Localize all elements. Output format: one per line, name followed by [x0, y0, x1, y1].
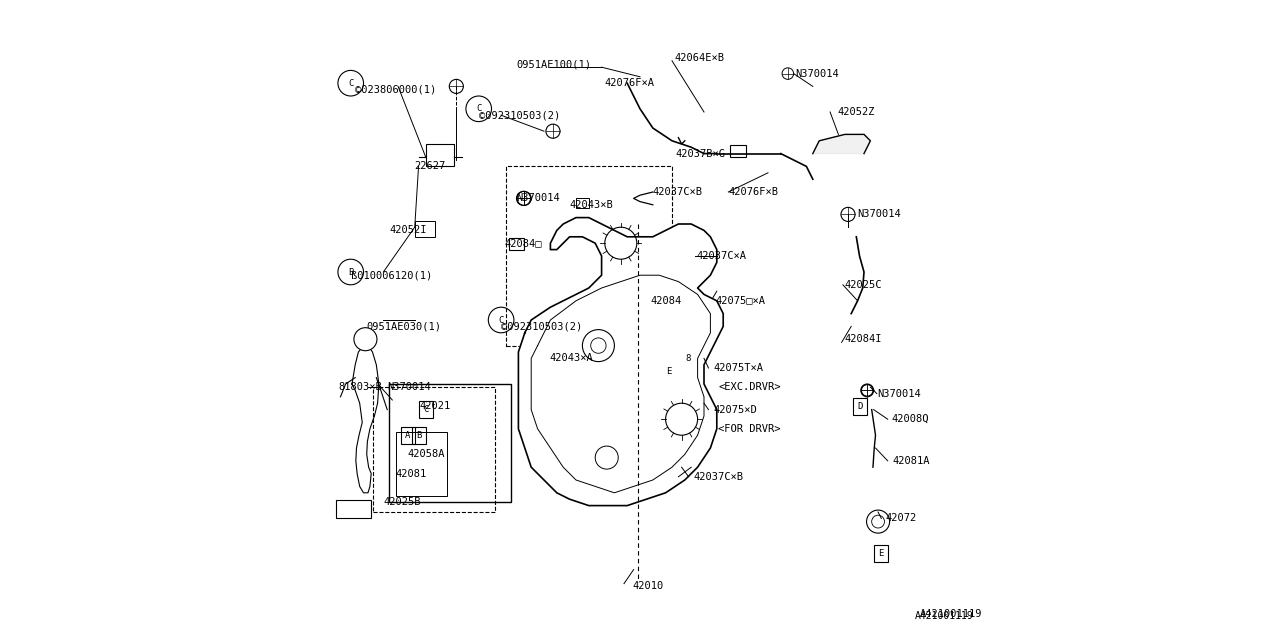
- Text: D: D: [858, 402, 863, 411]
- Text: C: C: [498, 316, 504, 324]
- Text: N370014: N370014: [517, 193, 561, 204]
- Text: ©023806000(1): ©023806000(1): [356, 84, 436, 95]
- Polygon shape: [631, 291, 645, 304]
- Text: 42052I: 42052I: [389, 225, 426, 236]
- Text: ß010006120(1): ß010006120(1): [351, 270, 431, 280]
- Text: 42075×D: 42075×D: [713, 404, 756, 415]
- Text: N370014: N370014: [795, 68, 838, 79]
- Bar: [415, 221, 435, 237]
- Bar: [419, 401, 433, 418]
- Text: 42043×B: 42043×B: [570, 200, 613, 210]
- Text: 42084I: 42084I: [845, 334, 882, 344]
- Bar: [412, 427, 426, 444]
- Bar: [401, 427, 415, 444]
- Bar: [854, 398, 868, 415]
- Text: 42084□: 42084□: [504, 238, 541, 248]
- Text: <FOR DRVR>: <FOR DRVR>: [718, 424, 781, 434]
- Text: E: E: [666, 367, 672, 376]
- Text: 42037B×G: 42037B×G: [676, 148, 726, 159]
- Text: 42010: 42010: [632, 580, 663, 591]
- Text: 8: 8: [685, 354, 691, 363]
- Text: B: B: [348, 268, 353, 276]
- Text: C: C: [476, 104, 481, 113]
- Text: 42052Z: 42052Z: [837, 107, 874, 117]
- Text: 22627: 22627: [415, 161, 445, 172]
- Text: 42043×A: 42043×A: [549, 353, 593, 364]
- Text: ©092310503(2): ©092310503(2): [479, 110, 559, 120]
- Bar: [506, 166, 672, 346]
- Text: <EXC.DRVR>: <EXC.DRVR>: [718, 382, 781, 392]
- Bar: [396, 432, 447, 496]
- Bar: [374, 387, 495, 512]
- Text: 42075T×A: 42075T×A: [713, 363, 763, 373]
- Text: C: C: [422, 405, 429, 414]
- Bar: [730, 145, 745, 157]
- Text: C: C: [348, 79, 353, 88]
- Text: A421001119: A421001119: [920, 609, 982, 620]
- Text: 0951AE100(1): 0951AE100(1): [517, 59, 591, 69]
- Text: A421001119: A421001119: [915, 611, 974, 621]
- Text: 42081: 42081: [396, 468, 426, 479]
- Text: 42025C: 42025C: [845, 280, 882, 290]
- Text: 42084: 42084: [650, 296, 681, 306]
- Text: 81803×B: 81803×B: [338, 382, 381, 392]
- Text: B: B: [416, 431, 422, 440]
- Text: 42021: 42021: [420, 401, 451, 412]
- Text: 42076F×B: 42076F×B: [728, 187, 778, 197]
- Text: N370014: N370014: [387, 382, 431, 392]
- Circle shape: [353, 328, 376, 351]
- Text: N370014: N370014: [858, 209, 901, 220]
- Text: 42076F×A: 42076F×A: [604, 78, 655, 88]
- Text: 42072: 42072: [886, 513, 916, 524]
- Bar: [425, 144, 454, 166]
- Text: 42058A: 42058A: [407, 449, 445, 460]
- Bar: [576, 198, 589, 208]
- Bar: [335, 500, 371, 518]
- Text: 42037C×A: 42037C×A: [696, 251, 746, 261]
- Polygon shape: [518, 218, 723, 506]
- Text: 42025B: 42025B: [384, 497, 421, 508]
- Bar: [509, 238, 524, 250]
- Text: 42081A: 42081A: [893, 456, 931, 466]
- Text: E: E: [878, 549, 884, 558]
- Text: 42064E×B: 42064E×B: [675, 52, 724, 63]
- Text: 0951AE030(1): 0951AE030(1): [366, 321, 442, 332]
- Text: N370014: N370014: [877, 388, 920, 399]
- Text: A: A: [404, 431, 411, 440]
- Bar: [389, 384, 511, 502]
- Text: 42037C×B: 42037C×B: [653, 187, 703, 197]
- Text: 42075□×A: 42075□×A: [716, 296, 765, 306]
- Bar: [874, 545, 888, 562]
- Text: 42008Q: 42008Q: [891, 414, 929, 424]
- Text: 42037C×B: 42037C×B: [694, 472, 744, 482]
- Polygon shape: [813, 134, 870, 154]
- Bar: [662, 363, 676, 380]
- Text: ©092310503(2): ©092310503(2): [502, 321, 582, 332]
